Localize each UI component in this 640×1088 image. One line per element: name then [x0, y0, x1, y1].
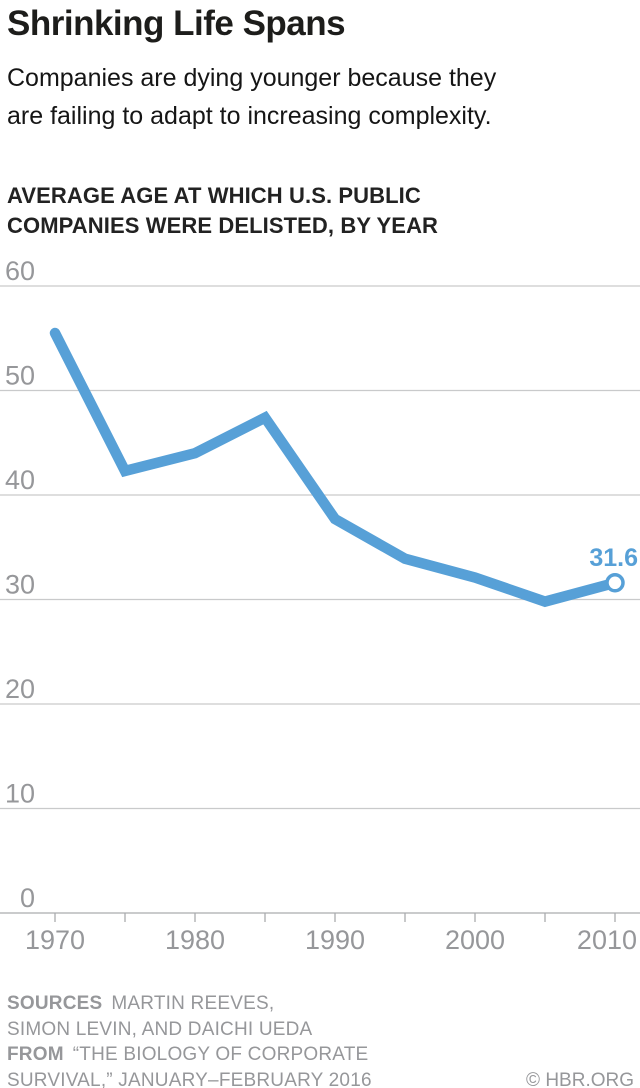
- axis-title-line-2: COMPANIES WERE DELISTED, BY YEAR: [7, 213, 439, 238]
- sources-line-2: SIMON LEVIN, AND DAICHI UEDA: [7, 1017, 633, 1043]
- sources-footer: SOURCES MARTIN REEVES, SIMON LEVIN, AND D…: [7, 991, 633, 1088]
- end-point-marker: [605, 573, 625, 593]
- end-value-label: 31.6: [589, 544, 638, 572]
- from-label: FROM: [7, 1044, 64, 1065]
- subtitle-line-1: Companies are dying younger because they: [7, 64, 497, 92]
- sources-line-1: SOURCES MARTIN REEVES,: [7, 991, 633, 1017]
- y-tick-label: 0: [20, 883, 35, 913]
- from-text-1: “THE BIOLOGY OF CORPORATE: [72, 1044, 369, 1065]
- from-line-1: FROM “THE BIOLOGY OF CORPORATE: [7, 1042, 633, 1068]
- y-tick-label: 60: [5, 256, 35, 286]
- y-tick-label: 30: [5, 570, 35, 600]
- x-tick-label: 1970: [25, 925, 85, 955]
- hbr-copyright: © HBR.ORG: [526, 1069, 634, 1088]
- sources-text-2: SIMON LEVIN, AND DAICHI UEDA: [7, 1018, 313, 1040]
- from-line-2: SURVIVAL,” JANUARY–FEBRUARY 2016: [7, 1068, 633, 1088]
- y-tick-label: 40: [5, 465, 35, 495]
- page-title: Shrinking Life Spans: [7, 4, 346, 43]
- y-tick-label: 10: [5, 779, 35, 809]
- subtitle-line-2: are failing to adapt to increasing compl…: [7, 102, 492, 130]
- x-tick-label: 2000: [445, 925, 505, 955]
- chart-header: Shrinking Life Spans Companies are dying…: [7, 4, 633, 241]
- x-tick-label: 1990: [305, 925, 365, 955]
- axis-title: AVERAGE AGE AT WHICH U.S. PUBLIC COMPANI…: [7, 181, 633, 241]
- x-tick-label: 2010: [577, 925, 637, 955]
- axis-title-line-1: AVERAGE AGE AT WHICH U.S. PUBLIC: [7, 183, 421, 208]
- y-tick-label: 20: [5, 674, 35, 704]
- x-tick-label: 1980: [165, 925, 225, 955]
- delisting-age-line: [49, 327, 621, 608]
- y-tick-label: 50: [5, 361, 35, 391]
- from-text-2: SURVIVAL,” JANUARY–FEBRUARY 2016: [7, 1069, 372, 1088]
- sources-label: SOURCES: [7, 993, 103, 1014]
- sources-text-1: MARTIN REEVES,: [111, 993, 275, 1014]
- chart-subtitle: Companies are dying younger because they…: [7, 59, 633, 135]
